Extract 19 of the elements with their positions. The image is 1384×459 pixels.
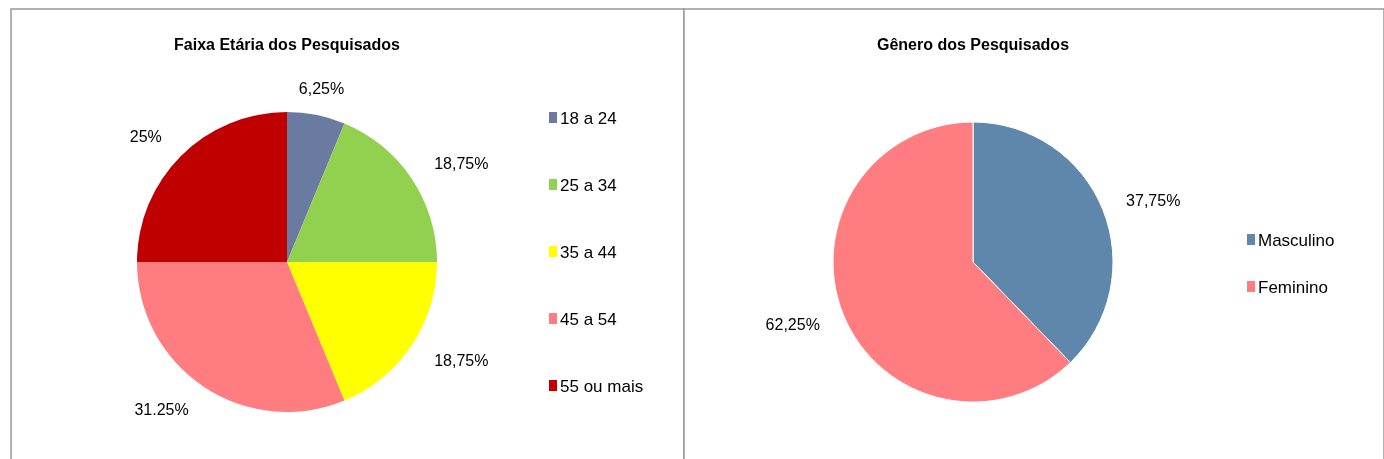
legend-label: 25 a 34	[560, 175, 617, 195]
pie-slice	[287, 123, 437, 262]
pie-slice	[287, 112, 345, 262]
legend-label: Masculino	[1258, 230, 1335, 250]
legend-label: Feminino	[1258, 277, 1328, 297]
chart-title: Gênero dos Pesquisados	[876, 36, 1070, 53]
chart-title: Faixa Etária dos Pesquisados	[174, 36, 401, 53]
data-label: 62,25%	[765, 315, 820, 333]
data-label: 25%	[129, 128, 162, 146]
legend-label: 35 a 44	[560, 242, 617, 262]
data-label: 31.25%	[134, 400, 189, 418]
data-label: 18,75%	[434, 351, 489, 369]
pie-slice	[287, 262, 437, 401]
legend-label: 18 a 24	[560, 108, 617, 128]
data-label: 37,75%	[1126, 191, 1181, 209]
legend-label: 55 ou mais	[560, 376, 644, 396]
legend-label: 45 a 54	[560, 309, 617, 329]
data-label: 18,75%	[434, 155, 489, 173]
data-label: 6,25%	[298, 80, 345, 97]
